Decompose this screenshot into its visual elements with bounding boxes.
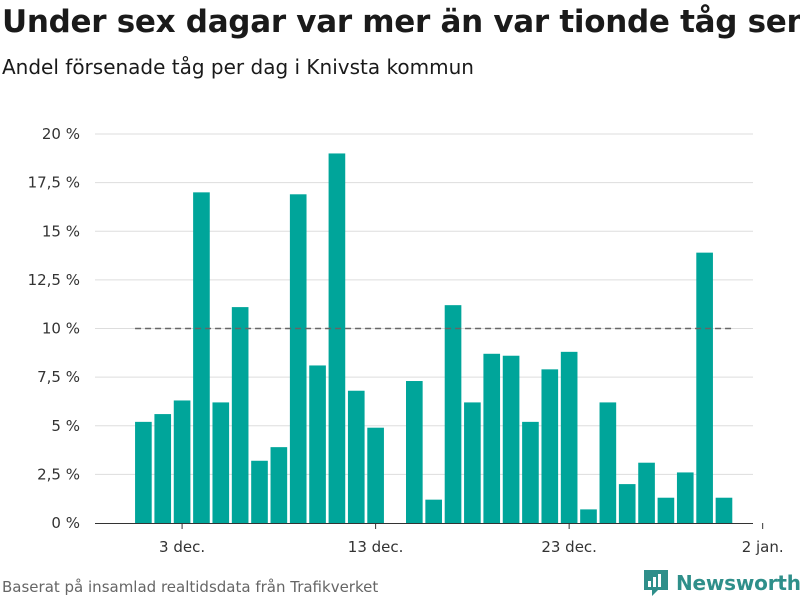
y-tick-label: 5 % [51,417,80,435]
bar-day-17 [444,305,462,523]
bar-day-22 [541,369,559,523]
bar-day-31 [715,497,733,523]
y-tick-label: 20 % [42,125,80,143]
bar-day-25 [599,402,617,523]
bar-day-23 [560,351,578,523]
bar-day-27 [638,462,655,523]
bar-day-26 [618,484,636,523]
bar-day-1 [135,421,152,523]
bar-day-8 [270,447,288,523]
bar-day-4 [193,192,210,523]
bar-day-2 [154,414,172,523]
bar-day-10 [309,365,326,523]
x-tick-label: 3 dec. [159,538,205,556]
y-tick-label: 0 % [51,514,80,532]
y-tick-label: 17,5 % [28,174,80,192]
chart-title: Under sex dagar var mer än var tionde tå… [2,4,800,40]
bar-day-12 [347,390,365,523]
y-tick-label: 15 % [42,222,80,240]
brand-logo: Newsworthy [643,568,800,598]
brand-name: Newsworthy [676,571,800,595]
bar-day-16 [425,499,442,523]
bar-day-24 [580,509,597,523]
y-axis-tick-labels: 0 % 2,5 % 5 % 7,5 % 10 % 12,5 % 15 % 17,5 % 20 % [28,125,80,532]
bar-day-15 [406,381,423,523]
newsworthy-logo-icon [644,570,668,596]
bar-day-5 [212,402,230,523]
y-tick-label: 2,5 % [37,465,80,483]
y-tick-label: 7,5 % [37,368,80,386]
bar-day-13 [367,427,384,523]
bar-day-9 [289,194,307,524]
bar-day-3 [173,400,191,523]
bar-day-29 [676,472,694,523]
bar-day-19 [483,353,501,523]
x-tick-label: 13 dec. [348,538,404,556]
source-note: Baserat på insamlad realtidsdata från Tr… [2,578,379,596]
bar-day-28 [657,497,675,523]
x-tick-label: 23 dec. [541,538,597,556]
x-tick-label: 2 jan. [742,538,784,556]
bar-day-7 [251,460,268,523]
bar-day-21 [522,421,539,523]
bar-day-6 [231,307,249,523]
bar-day-20 [502,355,520,523]
bar-day-11 [328,153,346,523]
bar-day-30 [696,252,713,523]
bar-day-18 [464,402,481,523]
x-axis: 3 dec. 13 dec. 23 dec. 2 jan. [95,523,784,556]
chart-subtitle: Andel försenade tåg per dag i Knivsta ko… [2,55,474,79]
y-tick-label: 10 % [42,320,80,338]
bars [135,153,733,524]
y-tick-label: 12,5 % [28,271,80,289]
